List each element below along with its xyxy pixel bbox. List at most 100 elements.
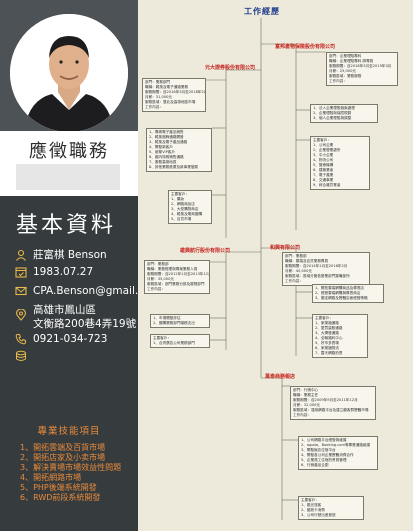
detail-line: 服務期間：自2016年3月至2018年2月 — [145, 90, 206, 94]
detail-line: 服務區域：區域分管各營業部門籌備部所 — [285, 274, 350, 278]
email-text[interactable]: CPA.Benson@gmail.com — [33, 285, 161, 297]
detail-line: 職稱：業務經理與專案業務人員 — [147, 267, 198, 271]
client-item: 1、公司企業 — [313, 143, 334, 147]
task-item: 8、其他業務推廣及新事業發展 — [149, 165, 199, 169]
skill-item: 5、PHP後端系統開發 — [20, 483, 97, 492]
detail-line: 職稱：韓風及電子通路業務 — [145, 85, 189, 89]
job-detail-xiongxing: 部門：業務部 職稱：業務經理與專案業務人員 服務期間：自2012年1月至2013… — [144, 260, 210, 294]
basic-info-title: 基本資料 — [16, 213, 117, 238]
company-title-fubon: 富邦產物保險股份有限公司 — [275, 44, 336, 50]
detail-line: 服務區域：運用網路平台及建立顧客群實體市場 — [293, 408, 369, 412]
apply-title: 應徵職務 — [29, 141, 109, 162]
calendar-icon — [15, 266, 27, 278]
task-item: 5、企業員工住宿的會員管理 — [301, 458, 347, 462]
client-item: 6、建築業者 — [313, 168, 334, 172]
phone-row: 0921-034-723 — [15, 333, 107, 345]
email-row: CPA.Benson@gmail.com — [15, 285, 161, 297]
task-item: 1、專精電子產品銷售 — [149, 130, 184, 134]
client-item: 7、露天網路拍賣 — [315, 351, 343, 355]
tasks-xiongxing: 1、市場開發評估 2、團購業務部門總務支出 — [150, 314, 210, 328]
client-item: 2、愛買量販通路 — [315, 326, 343, 330]
task-item: 3、開發飯店住宿平台 — [301, 448, 336, 452]
task-item: 4、開發各公司企業實體消費合作 — [301, 453, 354, 457]
birthday-text: 1983.07.27 — [33, 266, 94, 278]
skill-item: 1、開拓雲端及百貨市場 — [20, 443, 106, 452]
mail-icon — [15, 285, 27, 297]
detail-line: 月薪：32,000元 — [293, 403, 320, 407]
client-item: 6、家樂福物流 — [315, 346, 339, 350]
clients-wantai: 主要客戶： 1、觀光旅客 2、國旅卡消費 3、公司行號出差差旅 — [298, 496, 364, 520]
job-detail-fubon: 部門：企業理賠專科 職稱：企業理賠專科 師專員 服務期間：自2018年3月至20… — [326, 52, 398, 86]
detail-line: 工作內容： — [147, 287, 165, 291]
client-item: 2、企業營業處所 — [313, 148, 341, 152]
client-item: 主要客戶： — [313, 138, 331, 142]
detail-line: 職稱：企業理賠專科 師專員 — [329, 59, 374, 63]
client-item: 1、觀光旅客 — [301, 503, 322, 507]
client-item: 5、醫療機構 — [313, 163, 334, 167]
client-item: 7、電子產業 — [313, 173, 334, 177]
task-item: 3、擬定網路及實體店面經營策略 — [315, 296, 368, 300]
name-text: 莊富棋 Benson — [33, 249, 107, 261]
detail-line: 部門：業務部門 — [145, 80, 171, 84]
apply-position-field[interactable] — [16, 164, 120, 190]
client-item: 主要客戶： — [315, 316, 333, 320]
client-item: 8、交通事業 — [313, 178, 334, 182]
name-row: 莊富棋 Benson — [15, 247, 107, 262]
skill-item: 2、開拓店家及小卖市場 — [20, 453, 106, 462]
client-item: 主要客戶： — [153, 336, 171, 340]
clients-fubon: 主要客戶： 1、公司企業 2、企業營業處所 3、中小企業 4、物流公司 5、醫療… — [310, 136, 370, 190]
detail-line: 月薪：40,000元 — [285, 269, 312, 273]
address-row: 高雄市鳳山區 文衡路200巷4弄19號 — [15, 303, 136, 331]
detail-line: 月薪：31,000元 — [145, 95, 172, 99]
task-item: 1、法人企業理賠個案處理 — [313, 106, 355, 110]
detail-line: 職稱：業務主任 — [293, 393, 319, 397]
detail-line: 服務期間：自2018年3月至2019年3月 — [329, 64, 392, 68]
address-line1: 高雄市鳳山區 — [33, 304, 96, 316]
client-item: 主要客戶： — [301, 498, 319, 502]
detail-line: 部門：企業理賠專科 — [329, 54, 362, 58]
client-item: 5、百貨市場 — [171, 217, 192, 221]
client-item: 2、網路商品店 — [171, 202, 195, 206]
client-item: 1、藥妝 — [171, 197, 185, 201]
detail-line: 工作內容： — [293, 413, 311, 417]
skills-title: 專業技能項目 — [37, 426, 101, 437]
tasks-hexing: 1、開拓雲端網購商品及專賣店 2、經營雲端網購與專賣商店 3、擬定網路及實體店面… — [312, 284, 384, 303]
skill-item: 4、開拓網路市場 — [20, 473, 82, 482]
phone-text[interactable]: 0921-034-723 — [33, 333, 108, 345]
detail-line: 服務期間：自2009年9月至2011年12月 — [293, 398, 358, 402]
company-title-wantai: 萬泰商務報店 — [265, 374, 296, 380]
address-text: 高雄市鳳山區 文衡路200巷4弄19號 — [33, 303, 136, 331]
client-item: 1、家樂福通路 — [315, 321, 339, 325]
client-item: 3、大型購物商店 — [171, 207, 199, 211]
client-item: 2、國旅卡消費 — [301, 508, 325, 512]
company-title-xiongxing: 雄興航行股份有限公司 — [180, 248, 231, 254]
birthday-row: 1983.07.27 — [15, 266, 93, 278]
address-line2: 文衡路200巷4弄19號 — [33, 318, 137, 330]
task-item: 1、市場開發評估 — [153, 316, 181, 320]
detail-line: 服務期間：自2014年1月至2016年2月 — [285, 264, 348, 268]
skill-item: 3、解決賣場市場效益性問題 — [20, 463, 122, 472]
phone-icon — [15, 333, 27, 345]
client-item: 9、綜合雜貨業者 — [313, 183, 341, 187]
client-item: 3、大潤發通路 — [315, 331, 339, 335]
client-item: 1、合資廣告公司業務部門 — [153, 341, 195, 345]
user-icon — [15, 249, 27, 261]
detail-line: 工作內容： — [145, 105, 163, 109]
company-title-yuanta: 元大證券股份有限公司 — [205, 65, 256, 71]
avatar — [10, 14, 128, 132]
clients-xiongxing: 主要客戶： 1、合資廣告公司業務部門 — [150, 334, 210, 348]
task-item: 4、開發新客戶 — [149, 145, 173, 149]
detail-line: 服務區域：業務服務 — [329, 74, 362, 78]
task-item: 2、韓風服飾通路開發 — [149, 135, 184, 139]
task-item: 3、韓風及電子產品通路 — [149, 140, 188, 144]
job-detail-yuanta: 部門：業務部門 職稱：韓風及電子通路業務 服務期間：自2016年3月至2018年… — [142, 78, 206, 112]
work-experience-title: 工作經歷 — [244, 7, 280, 16]
task-item: 2、企業理賠與保險規劃 — [313, 111, 352, 115]
detail-line: 職稱：雲端及百貨業務專員 — [285, 259, 329, 263]
task-item: 1、公司網路平台經營與維護 — [301, 438, 347, 442]
clients-hexing: 主要客戶： 1、家樂福通路 2、愛買量販通路 3、大潤發通路 4、全聯福利中心 … — [312, 314, 368, 358]
database-icon — [15, 350, 27, 362]
client-item: 4、韓風及電商團購 — [171, 212, 203, 216]
task-item: 2、agoda、Booking.com等專業通路維護 — [301, 443, 371, 447]
task-item: 6、行銷產品企劃 — [301, 463, 329, 467]
